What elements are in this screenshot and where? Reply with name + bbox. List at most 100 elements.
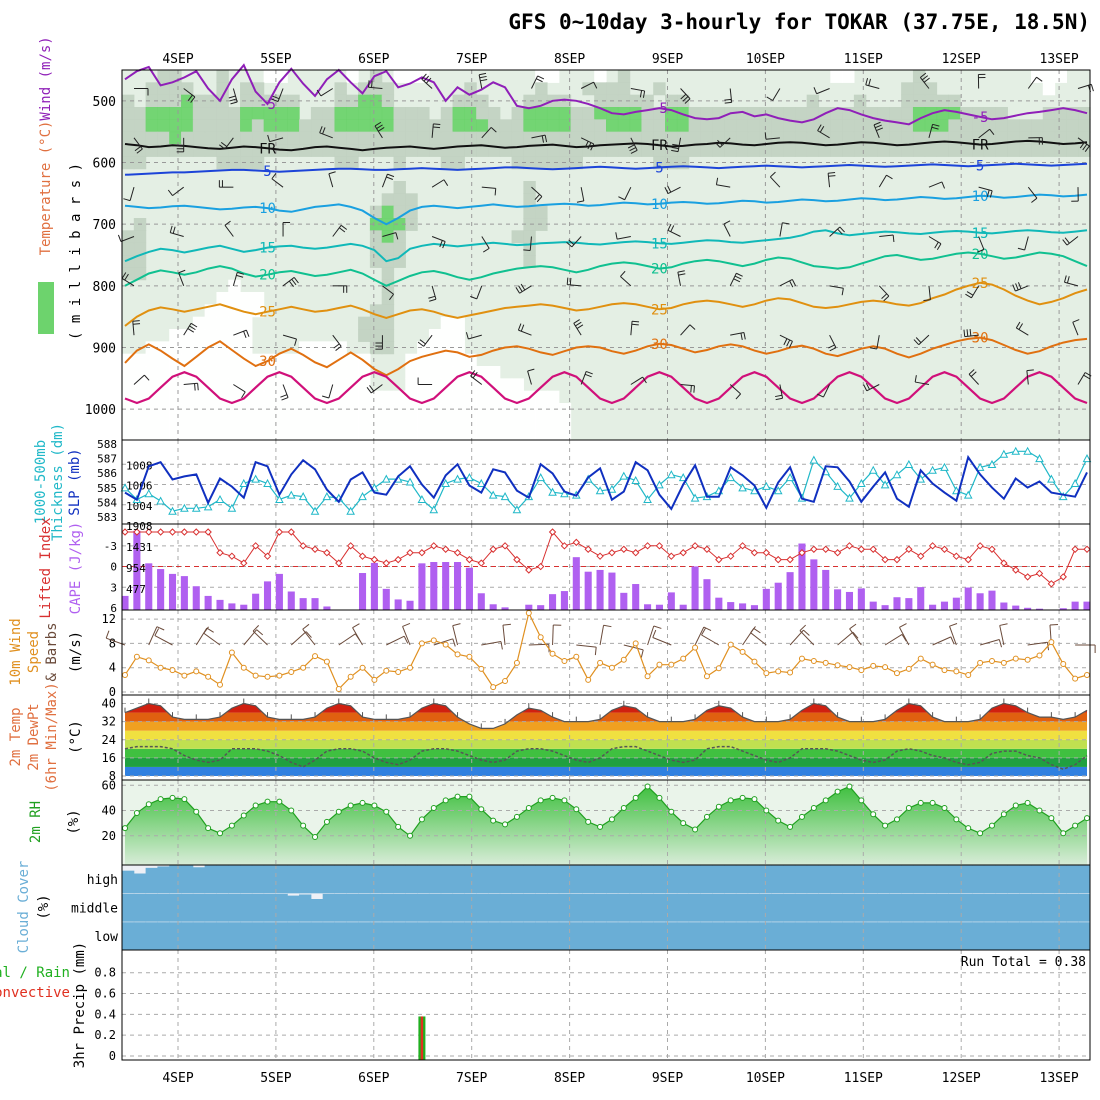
rh-cell [358,403,371,441]
cloud-cell-low [145,922,158,950]
rh-cell [428,366,442,379]
rh2m-point [727,797,734,804]
cape-bar [822,569,830,610]
cloud-cell-high [676,865,690,894]
rh-cell [606,131,619,145]
cloud-cell-middle [499,893,513,922]
cloud-cell-middle [1007,893,1020,922]
rh-cell [240,82,253,96]
rh-cell [428,131,442,145]
cloud-cell-low [464,922,477,950]
cape-tick-label: 477 [126,583,146,596]
rh2m-point [181,796,188,803]
date-label-top: 10SEP [746,52,785,67]
cloud-cell-high [735,865,749,894]
rh-cell [464,144,477,157]
cloud-cell-low [428,922,442,950]
cloud-cell-high [971,865,985,894]
cape-bar [940,601,949,610]
lifted-index-point [370,555,379,564]
wind-speed-point [977,659,984,666]
cape-tick-label: 1908 [126,520,153,533]
wind-barb-feather [483,247,490,253]
rh-cell [523,230,536,244]
wind-barb-feather [573,319,580,324]
rh-cell [724,119,737,133]
wind-barb [580,137,594,145]
cape-bar [442,562,450,610]
rh-cell [216,304,229,318]
cloud-cell-low [1078,922,1091,950]
cloud-cell-middle [735,893,749,922]
rh-cell [877,107,890,120]
wind-barb [332,334,342,347]
wind-speed-point [122,671,128,678]
rh-cell [216,107,229,120]
thickness-label-2: Thickness (dm) [50,423,66,541]
wind-barb-feather [291,278,297,286]
wind-barb-feather [575,321,582,327]
cloud-cell-low [735,922,749,950]
rh-cell [381,316,395,330]
cloud-cell-middle [381,893,395,922]
surface-wind-barb-feather [594,647,597,656]
surface-wind-barb-feather [998,639,1003,648]
thickness-point [310,506,320,515]
lifted-index-point [667,552,676,560]
surface-wind-barb-feather [750,626,756,633]
thickness-point [987,459,997,468]
cape-bar [655,604,663,610]
rh2m-point [977,830,984,837]
slp-tick-label: 1006 [126,480,153,493]
surface-wind-barb [799,630,815,646]
surface-wind-barb [203,632,221,646]
rh-cell [1019,119,1032,133]
wind-speed-point [941,667,948,674]
wind-barb-feather [328,171,336,175]
rh-cell [936,94,949,108]
contour-label: 30 [259,354,276,370]
wind-barb-feather [322,127,326,135]
cape-bar [252,593,260,610]
cloud-cell-high [334,865,347,894]
surface-wind-barb [599,625,605,646]
rh-cell [700,119,713,133]
wind-barb-feather [465,332,469,340]
rh-cell [240,156,253,170]
wind-speed-point [276,672,283,679]
rh-cell [452,353,465,367]
rh-cell [830,119,843,133]
surface-wind-barb-feather [950,636,955,645]
rh-cell [334,119,347,133]
wind-barb-feather [541,135,545,143]
rh-cell [735,119,749,133]
rh-cell [842,70,855,83]
wind-barb-feather [569,277,572,285]
cloud-cell-low [546,922,560,950]
wind-barb-feather [490,127,497,133]
rh-cell [275,70,288,83]
thickness-point [536,473,546,482]
rh-cell [346,366,359,379]
rh-cell [145,366,159,379]
date-label-top: 11SEP [844,52,883,67]
cloud-cell-low [369,922,383,950]
rh-cell [122,156,135,170]
wind-barb [667,186,681,194]
cape-bar [370,562,378,610]
lifted-index-point [548,528,557,536]
pressure-tick-label: 1000 [85,403,116,418]
wind-barb-feather [319,126,323,133]
wind-barb [822,384,831,398]
temp-band [125,721,1087,731]
rh-cell [181,107,194,120]
lifted-index-point [1023,573,1032,581]
cloud-cell-middle [157,893,170,922]
wind-barb-feather [839,226,845,233]
wind-barb [133,137,143,150]
wind-tick-label: 4 [109,661,116,675]
rh-cell [204,107,218,120]
temp-band [125,748,1087,758]
wind-barb-feather [566,277,569,285]
wind-barb-feather [520,283,526,291]
